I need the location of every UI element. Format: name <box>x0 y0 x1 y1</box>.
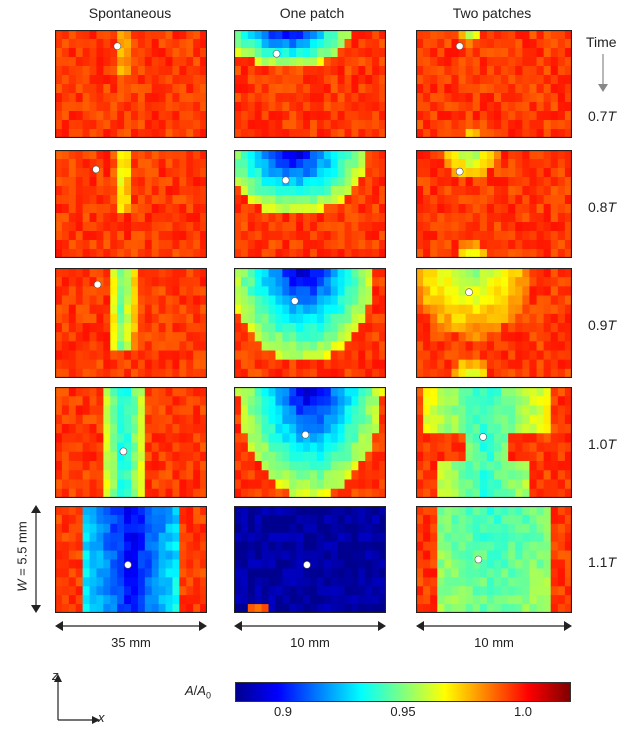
width-dimension-arrow-icon <box>416 621 572 631</box>
time-label-3: 1.0T <box>588 436 617 452</box>
heatmap-panel-one-patch-2 <box>234 268 386 378</box>
marker-dot <box>119 447 128 456</box>
marker-dot <box>455 42 464 51</box>
width-label-two-patches: 10 mm <box>474 635 514 650</box>
column-title-one-patch: One patch <box>279 5 345 21</box>
heatmap-panel-spontaneous-0 <box>55 30 207 138</box>
marker-dot <box>303 561 311 569</box>
marker-dot <box>93 280 102 289</box>
heatmap-panel-one-patch-4 <box>234 506 386 613</box>
heatmap-panel-two-patches-1 <box>416 150 572 258</box>
colorbar-label: A/A0 <box>185 683 211 701</box>
heatmap-panel-two-patches-3 <box>416 387 572 498</box>
axes-indicator-icon <box>54 674 100 724</box>
height-dimension-arrow-icon <box>31 505 41 613</box>
height-dimension-label: W = 5.5 mm <box>14 521 30 592</box>
heatmap-panel-one-patch-3 <box>234 387 386 498</box>
colorbar-tick-label: 0.95 <box>390 704 416 719</box>
marker-dot <box>301 430 310 439</box>
heatmap-panel-spontaneous-3 <box>55 387 207 498</box>
width-label-spontaneous: 35 mm <box>111 635 151 650</box>
marker-dot <box>124 561 132 569</box>
width-dimension-arrow-icon <box>55 621 207 631</box>
column-title-spontaneous: Spontaneous <box>88 5 172 21</box>
colorbar-tick-label: 0.9 <box>273 704 293 719</box>
marker-dot <box>281 176 290 185</box>
marker-dot <box>113 42 122 51</box>
axis-label-z: z <box>52 668 59 683</box>
heatmap-panel-one-patch-1 <box>234 150 386 258</box>
marker-dot <box>455 167 464 176</box>
time-label-1: 0.8T <box>588 199 617 215</box>
colorbar-tick-label: 1.0 <box>513 704 533 719</box>
marker-dot <box>290 297 299 305</box>
marker-dot <box>474 555 483 564</box>
width-dimension-arrow-icon <box>234 621 386 631</box>
axis-label-x: x <box>98 710 105 725</box>
heatmap-panel-spontaneous-2 <box>55 268 207 378</box>
time-arrow-icon <box>598 54 608 92</box>
heatmap-panel-one-patch-0 <box>234 30 386 138</box>
heatmap-panel-spontaneous-4 <box>55 506 207 613</box>
marker-dot <box>465 288 473 297</box>
time-label-0: 0.7T <box>588 108 617 124</box>
column-title-two-patches: Two patches <box>452 5 532 21</box>
marker-dot <box>479 433 487 441</box>
time-header: Time <box>586 34 617 50</box>
marker-dot <box>272 49 281 58</box>
time-label-4: 1.1T <box>588 554 617 570</box>
time-label-2: 0.9T <box>588 317 617 333</box>
width-label-one-patch: 10 mm <box>290 635 330 650</box>
heatmap-panel-two-patches-4 <box>416 506 572 613</box>
heatmap-panel-two-patches-0 <box>416 30 572 138</box>
colorbar <box>235 682 571 702</box>
heatmap-panel-spontaneous-1 <box>55 150 207 258</box>
marker-dot <box>92 165 100 174</box>
heatmap-panel-two-patches-2 <box>416 268 572 378</box>
